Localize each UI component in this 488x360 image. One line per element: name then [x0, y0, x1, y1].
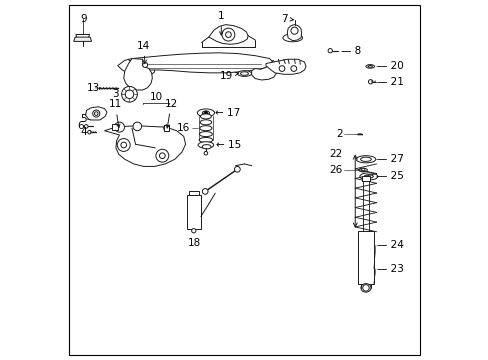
- Text: ← 15: ← 15: [216, 140, 241, 150]
- Text: 26: 26: [329, 165, 342, 175]
- Ellipse shape: [199, 132, 212, 136]
- Circle shape: [142, 63, 147, 67]
- Bar: [164, 125, 168, 131]
- Text: 4: 4: [80, 127, 86, 137]
- Polygon shape: [123, 59, 152, 90]
- Circle shape: [163, 125, 169, 131]
- Polygon shape: [104, 126, 185, 166]
- Polygon shape: [85, 107, 107, 120]
- Ellipse shape: [200, 114, 211, 119]
- Text: 22: 22: [329, 149, 342, 159]
- Text: 7: 7: [280, 14, 293, 23]
- Text: — 23: — 23: [376, 264, 403, 274]
- Text: — 24: — 24: [376, 240, 403, 250]
- Circle shape: [156, 149, 168, 162]
- Circle shape: [114, 122, 124, 132]
- Ellipse shape: [202, 111, 209, 114]
- Circle shape: [225, 32, 231, 37]
- Polygon shape: [118, 59, 154, 77]
- Circle shape: [367, 80, 372, 84]
- Ellipse shape: [359, 173, 377, 180]
- Text: 19: 19: [220, 71, 238, 81]
- Ellipse shape: [360, 157, 370, 161]
- Bar: [361, 176, 369, 181]
- Ellipse shape: [198, 142, 213, 148]
- Ellipse shape: [200, 126, 212, 131]
- Bar: [188, 191, 198, 195]
- Text: 14: 14: [137, 41, 150, 64]
- Circle shape: [202, 189, 207, 194]
- Text: 16: 16: [177, 123, 190, 133]
- Circle shape: [290, 66, 296, 71]
- Bar: [186, 195, 201, 229]
- Circle shape: [234, 166, 240, 172]
- Text: ← 17: ← 17: [215, 108, 240, 118]
- Text: 10: 10: [149, 92, 162, 102]
- Ellipse shape: [355, 156, 375, 163]
- Text: 3: 3: [112, 89, 119, 99]
- Polygon shape: [251, 60, 276, 80]
- Text: 11: 11: [108, 99, 122, 127]
- Ellipse shape: [365, 64, 374, 68]
- Text: 1: 1: [218, 11, 224, 35]
- Circle shape: [84, 125, 88, 128]
- Bar: [357, 231, 373, 284]
- Circle shape: [121, 142, 126, 148]
- Circle shape: [290, 27, 298, 34]
- Text: 13: 13: [86, 83, 100, 93]
- Ellipse shape: [200, 120, 211, 125]
- Ellipse shape: [367, 66, 372, 67]
- Polygon shape: [265, 59, 305, 74]
- Ellipse shape: [197, 109, 214, 117]
- Circle shape: [93, 110, 100, 117]
- Polygon shape: [74, 37, 91, 41]
- Text: — 20: — 20: [376, 62, 403, 71]
- Circle shape: [361, 168, 364, 172]
- Ellipse shape: [240, 72, 248, 75]
- Circle shape: [133, 122, 142, 131]
- Ellipse shape: [237, 71, 251, 76]
- Ellipse shape: [199, 138, 212, 143]
- Text: — 25: — 25: [376, 171, 403, 181]
- Text: 6: 6: [77, 121, 83, 131]
- Ellipse shape: [358, 168, 366, 172]
- Circle shape: [222, 28, 234, 41]
- Circle shape: [122, 86, 137, 102]
- Ellipse shape: [202, 145, 211, 149]
- Circle shape: [117, 139, 130, 152]
- Bar: [112, 124, 118, 130]
- Circle shape: [327, 49, 332, 53]
- Circle shape: [191, 229, 196, 233]
- Circle shape: [125, 90, 134, 99]
- Circle shape: [279, 66, 285, 71]
- Circle shape: [203, 111, 207, 114]
- Text: — 21: — 21: [376, 77, 403, 87]
- Text: 12: 12: [164, 99, 178, 128]
- Circle shape: [94, 112, 98, 115]
- Ellipse shape: [283, 34, 302, 42]
- Text: 2: 2: [335, 129, 342, 139]
- Text: 18: 18: [187, 238, 201, 248]
- Polygon shape: [287, 24, 301, 41]
- Text: — 8: — 8: [340, 46, 361, 56]
- Circle shape: [87, 130, 91, 134]
- Polygon shape: [132, 53, 272, 73]
- Text: — 27: — 27: [376, 154, 403, 164]
- Text: 9: 9: [80, 14, 87, 23]
- Ellipse shape: [364, 175, 372, 178]
- Circle shape: [362, 285, 368, 291]
- Ellipse shape: [360, 284, 370, 292]
- Polygon shape: [208, 24, 247, 44]
- Text: 5: 5: [80, 113, 86, 123]
- Circle shape: [203, 152, 207, 155]
- Circle shape: [159, 153, 165, 158]
